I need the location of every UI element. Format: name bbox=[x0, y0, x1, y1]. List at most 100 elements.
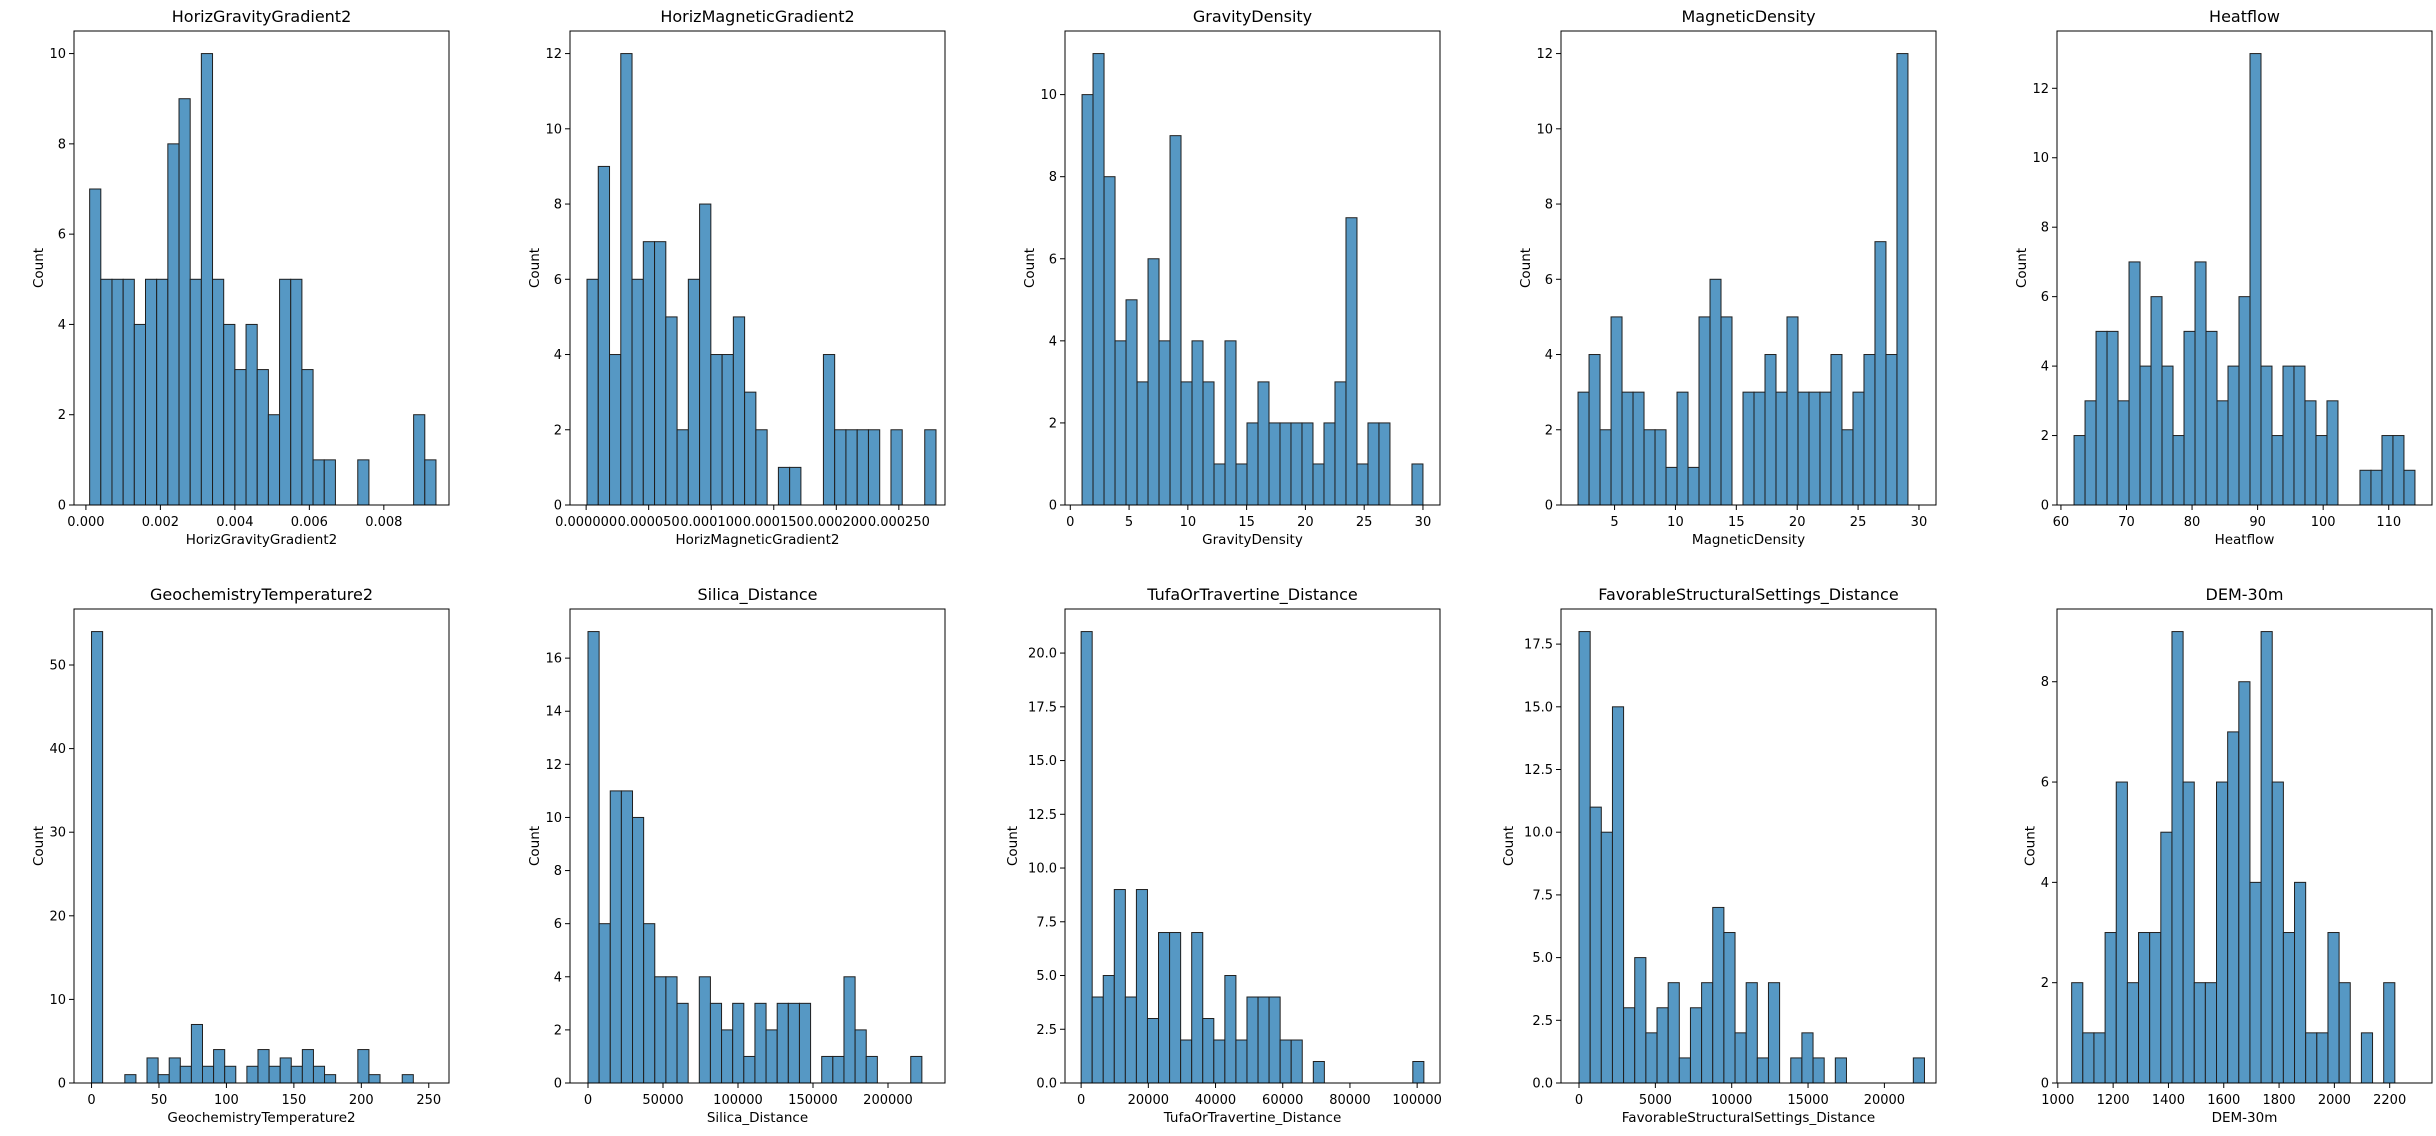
y-tick-label: 10 bbox=[2032, 151, 2049, 166]
histogram-bar bbox=[224, 1065, 237, 1084]
x-tick-label: 60000 bbox=[1262, 1093, 1303, 1108]
histogram-bar bbox=[290, 1065, 303, 1084]
histogram-bar bbox=[1257, 996, 1270, 1084]
histogram-bar bbox=[1577, 391, 1590, 506]
histogram-bar bbox=[2249, 881, 2262, 1084]
histogram-bar bbox=[2227, 365, 2240, 506]
histogram-bar bbox=[642, 241, 656, 506]
histogram-bar bbox=[2238, 681, 2251, 1084]
histogram-bar bbox=[721, 354, 734, 506]
y-tick-label: 0 bbox=[554, 499, 562, 514]
histogram-bar bbox=[246, 1065, 259, 1084]
axes-frame bbox=[569, 608, 946, 1084]
histogram-bar bbox=[279, 1057, 292, 1084]
histogram-bar bbox=[2117, 400, 2130, 506]
histogram-bar bbox=[2282, 365, 2295, 506]
y-tick-label: 2 bbox=[1049, 416, 1057, 431]
y-tick-label: 6 bbox=[554, 273, 562, 288]
histogram-bar bbox=[2304, 400, 2317, 506]
y-tick-label: 17.5 bbox=[1028, 700, 1057, 715]
histogram-bar bbox=[1345, 217, 1358, 506]
histogram-bar bbox=[1745, 982, 1758, 1084]
histogram-bar bbox=[1158, 340, 1171, 506]
histogram-bar bbox=[2194, 261, 2207, 506]
histogram-bar bbox=[1786, 316, 1799, 506]
chart-title: TufaOrTravertine_Distance bbox=[1146, 585, 1357, 605]
axes-frame bbox=[73, 608, 450, 1084]
axes-frame bbox=[73, 30, 450, 506]
x-axis-label: GravityDensity bbox=[1202, 532, 1303, 548]
histogram-bar bbox=[1202, 381, 1215, 506]
axes-frame bbox=[2056, 30, 2433, 506]
x-tick-label: 5 bbox=[1610, 515, 1618, 530]
histogram-bar bbox=[910, 1055, 923, 1084]
histogram-bar bbox=[699, 203, 712, 506]
y-tick-label: 8 bbox=[554, 864, 562, 879]
histogram-bar bbox=[787, 1002, 800, 1084]
histogram-bar bbox=[687, 278, 701, 506]
x-tick-label: 0 bbox=[584, 1093, 592, 1108]
histogram-bar bbox=[2216, 781, 2229, 1084]
histogram-bar bbox=[1113, 889, 1126, 1084]
histogram-bar bbox=[2392, 435, 2405, 506]
y-tick-label: 2 bbox=[2041, 429, 2049, 444]
x-tick-label: 0.000100 bbox=[680, 515, 742, 530]
histogram-bar bbox=[1885, 354, 1898, 506]
histogram-bar bbox=[1135, 889, 1148, 1084]
y-tick-label: 2.5 bbox=[1532, 1014, 1553, 1029]
x-axis-label: Heatflow bbox=[2215, 532, 2275, 548]
y-tick-label: 40 bbox=[49, 742, 66, 757]
histogram-bar bbox=[1246, 422, 1259, 506]
y-tick-label: 50 bbox=[49, 659, 66, 674]
y-tick-label: 5.0 bbox=[1036, 969, 1057, 984]
y-tick-label: 2.5 bbox=[1036, 1023, 1057, 1038]
y-tick-label: 6 bbox=[1545, 273, 1553, 288]
y-tick-label: 12 bbox=[545, 47, 562, 62]
histogram-bar bbox=[609, 354, 622, 506]
histogram-bar bbox=[2182, 781, 2195, 1084]
histogram-bar bbox=[1334, 381, 1347, 506]
histogram-bar bbox=[1767, 982, 1781, 1084]
histogram-bar bbox=[2282, 932, 2296, 1084]
x-tick-label: 15 bbox=[1728, 515, 1745, 530]
x-tick-label: 2000 bbox=[2318, 1093, 2351, 1108]
histogram-bar bbox=[1687, 466, 1700, 506]
histogram-bar bbox=[122, 278, 135, 506]
x-tick-label: 30 bbox=[1415, 515, 1432, 530]
y-tick-label: 10 bbox=[49, 993, 66, 1008]
x-tick-label: 50 bbox=[151, 1093, 168, 1108]
histogram-bar bbox=[776, 1002, 789, 1084]
histogram-bar bbox=[1621, 391, 1634, 506]
y-axis-label: Count bbox=[2023, 826, 2039, 866]
histogram-bar bbox=[2381, 435, 2394, 506]
x-tick-label: 1200 bbox=[2097, 1093, 2130, 1108]
x-tick-label: 5 bbox=[1125, 515, 1133, 530]
histogram-bar bbox=[867, 429, 881, 506]
histogram-bar bbox=[620, 53, 633, 506]
histogram-bar bbox=[1246, 996, 1259, 1084]
histogram-bar bbox=[1790, 1057, 1803, 1084]
histogram-bar bbox=[2403, 469, 2416, 506]
histogram-bar bbox=[2260, 365, 2273, 506]
x-axis-label: GeochemistryTemperature2 bbox=[167, 1110, 355, 1126]
y-axis-label: Count bbox=[527, 248, 543, 288]
histogram-bar bbox=[1367, 422, 1380, 506]
histogram-bar bbox=[200, 53, 214, 506]
y-tick-label: 0.0 bbox=[1532, 1077, 1553, 1092]
y-tick-label: 8 bbox=[58, 137, 66, 152]
histogram-bar bbox=[821, 1055, 834, 1084]
histogram-bar bbox=[822, 354, 836, 506]
x-axis-label: HorizMagneticGradient2 bbox=[676, 532, 840, 548]
y-tick-label: 30 bbox=[49, 826, 66, 841]
y-tick-label: 6 bbox=[2041, 290, 2049, 305]
axes-frame bbox=[569, 30, 946, 506]
chart-panel: 0 50 100 150 200 250 0 10 20 30 40 50 GeochemistryTe… bbox=[31, 585, 450, 1126]
histogram-bar bbox=[1654, 429, 1667, 506]
x-tick-label: 1800 bbox=[2263, 1093, 2296, 1108]
x-axis-label: TufaOrTravertine_Distance bbox=[1163, 1110, 1342, 1126]
histogram-bar bbox=[1667, 982, 1680, 1084]
histogram-bar bbox=[245, 323, 258, 506]
histogram-bar bbox=[2315, 435, 2328, 506]
histogram-bar bbox=[1852, 391, 1865, 506]
